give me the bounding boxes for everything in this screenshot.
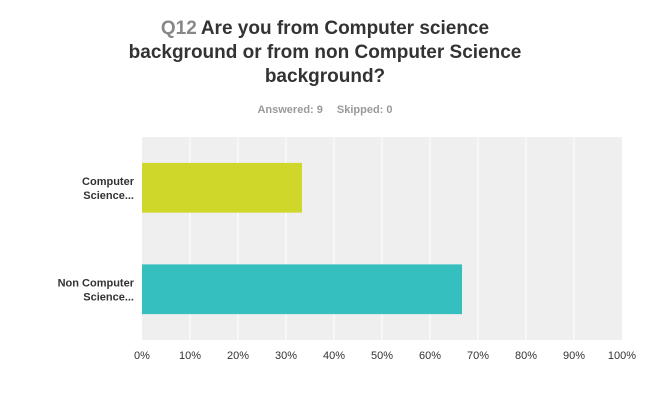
x-tick-label: 90%: [563, 350, 585, 362]
category-label: Computer: [82, 176, 135, 188]
bar: [142, 162, 302, 213]
x-tick-label: 0%: [134, 350, 150, 362]
bar: [142, 264, 463, 315]
title-line-1: Q12 Are you from Computer science: [0, 17, 650, 41]
x-tick-label: 70%: [467, 350, 489, 362]
x-tick-label: 40%: [323, 350, 345, 362]
response-stats: Answered: 9 Skipped: 0: [0, 104, 650, 116]
title-line-2: background or from non Computer Science: [128, 42, 522, 63]
category-label: Science...: [83, 291, 134, 303]
x-tick-label: 60%: [419, 350, 441, 362]
x-tick-label: 20%: [227, 350, 249, 362]
skipped-count: Skipped: 0: [336, 104, 393, 116]
chart-title: Q12 Are you from Computer science backgro…: [0, 17, 650, 89]
x-tick-label: 10%: [179, 350, 201, 362]
x-tick-label: 100%: [608, 350, 636, 362]
category-label: Non Computer: [58, 277, 135, 289]
category-label: Science...: [83, 190, 134, 202]
title-line-3: background?: [264, 66, 386, 87]
answered-count: Answered: 9: [257, 104, 323, 116]
x-tick-label: 30%: [275, 350, 297, 362]
x-tick-label: 50%: [371, 350, 393, 362]
title-text-1: Are you from Computer science: [200, 18, 490, 39]
x-tick-label: 80%: [515, 350, 537, 362]
question-number: Q12: [160, 18, 197, 39]
